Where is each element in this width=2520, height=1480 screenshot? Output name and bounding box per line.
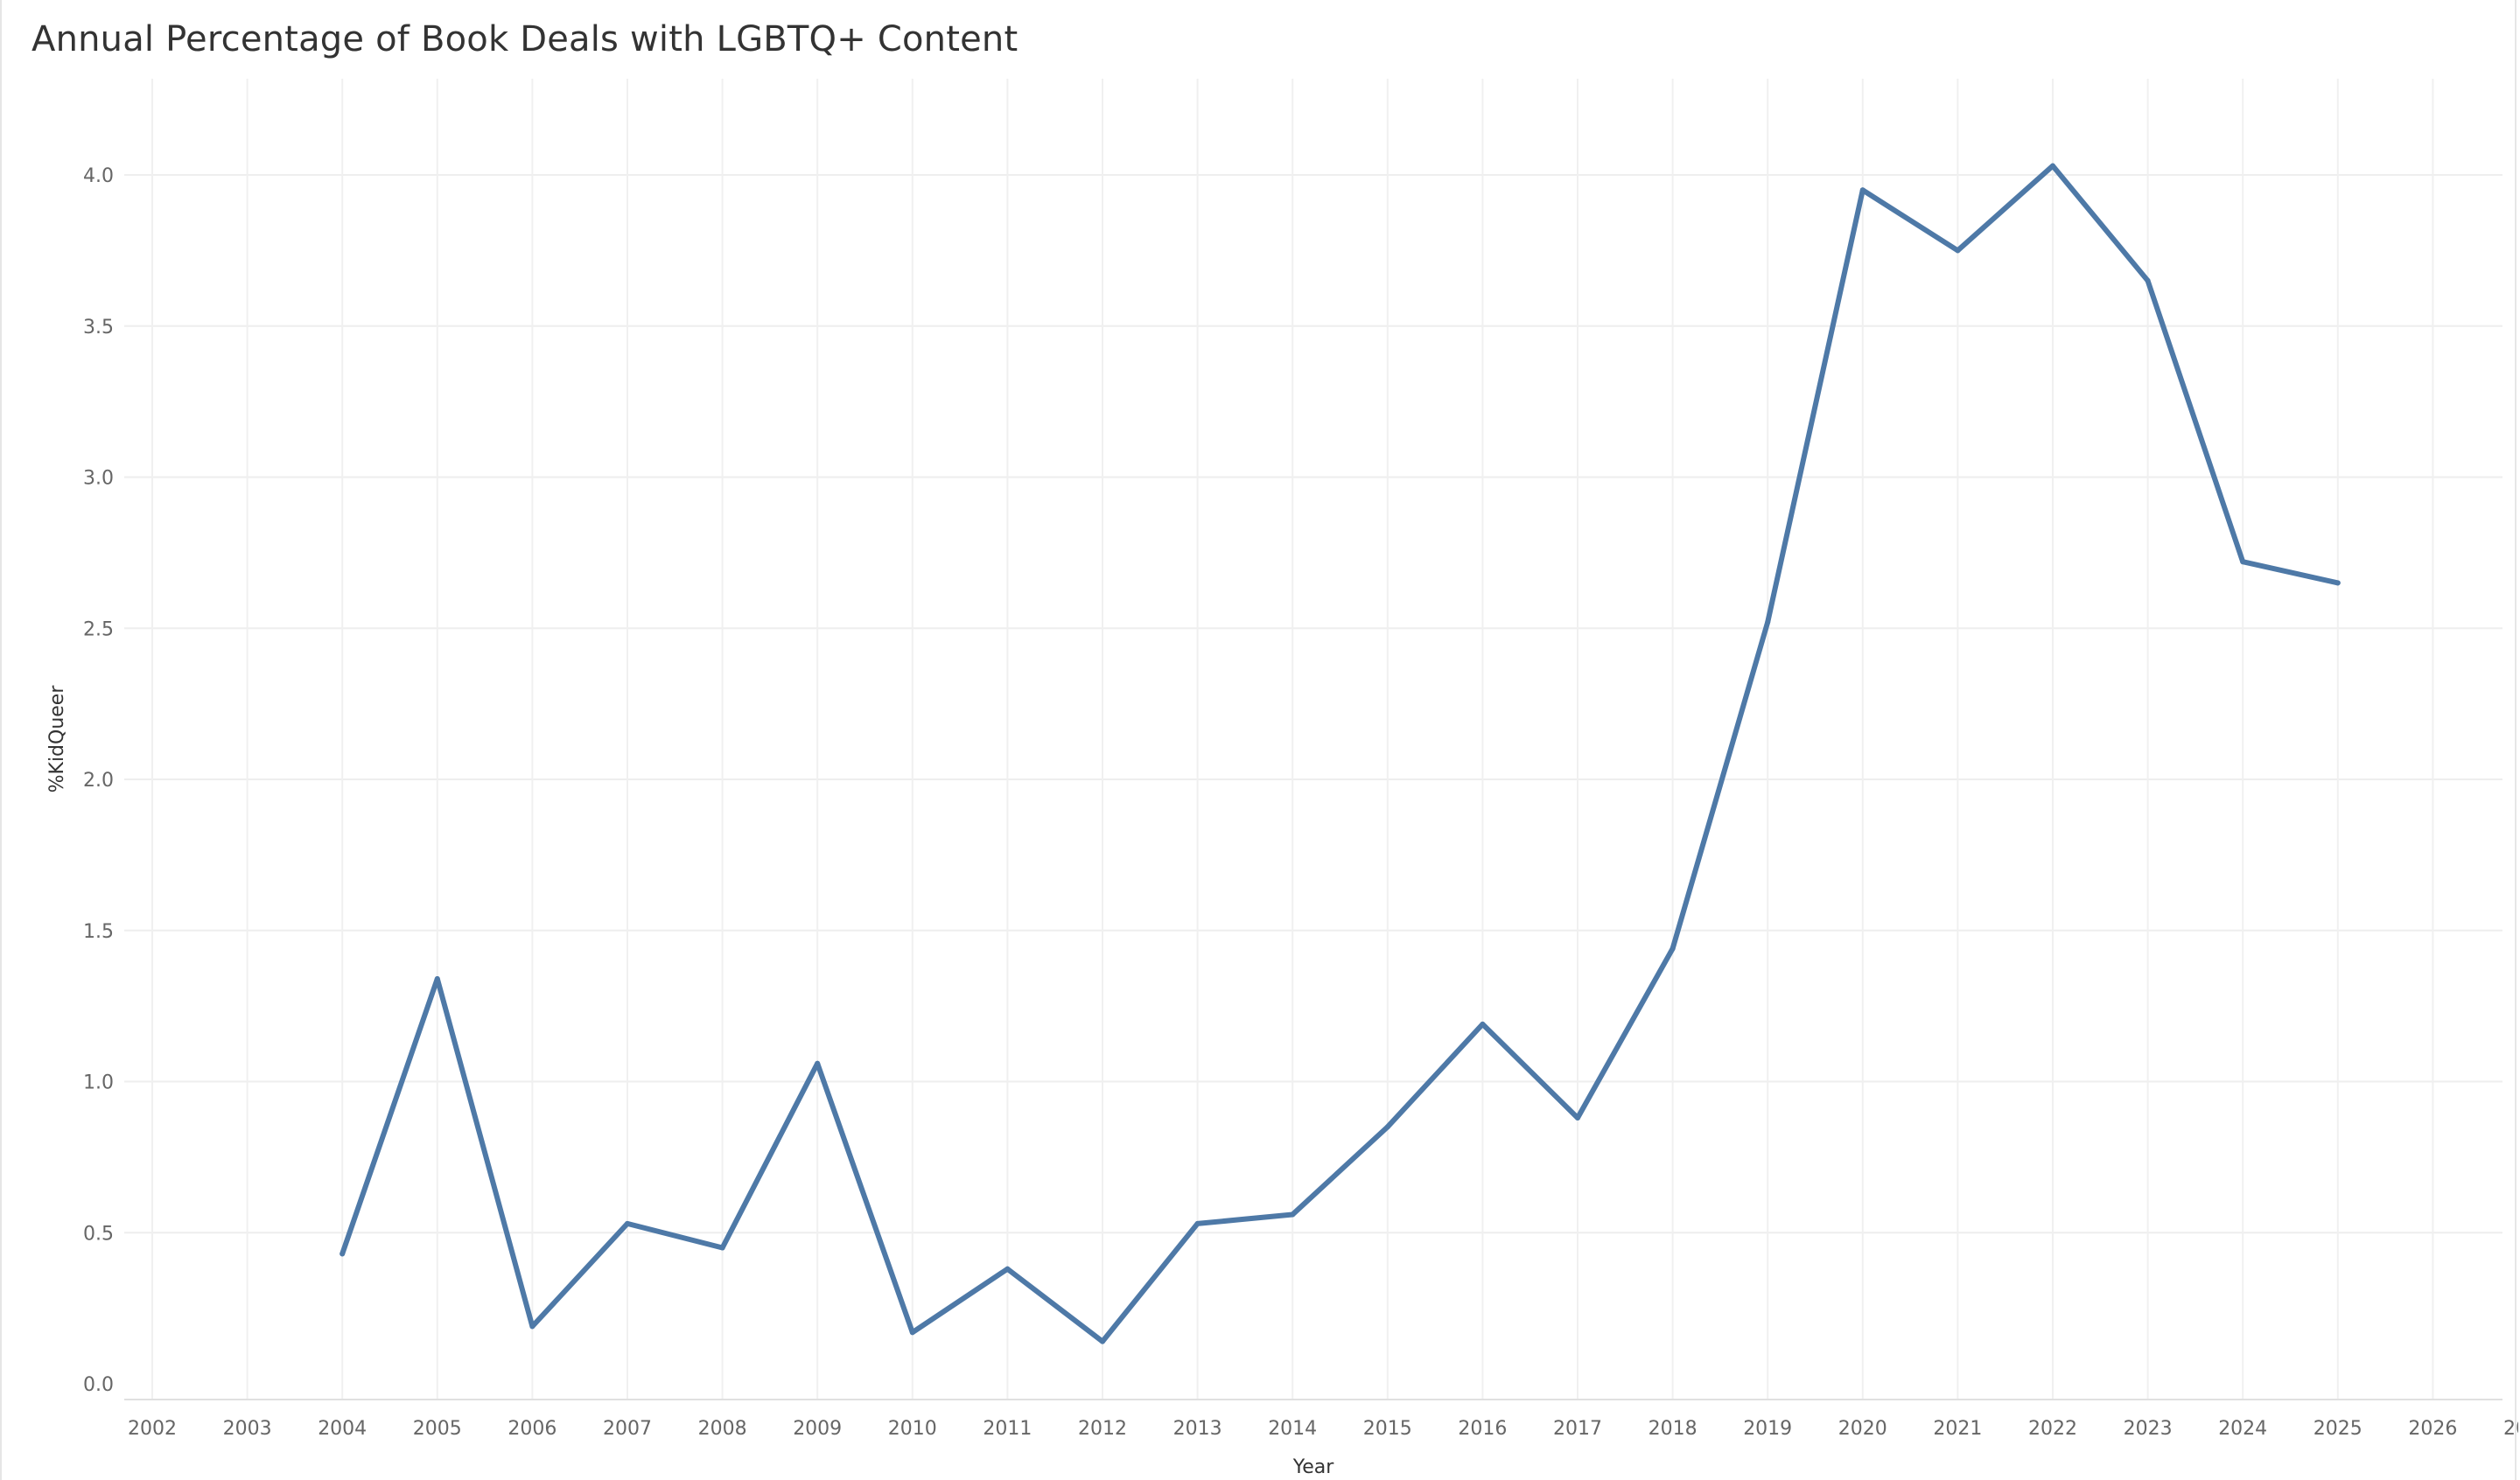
data-point[interactable] [1004, 1266, 1011, 1272]
x-tick-label: 2005 [413, 1418, 462, 1440]
data-point[interactable] [1384, 1124, 1390, 1130]
data-point[interactable] [719, 1245, 725, 1251]
data-point[interactable] [2240, 559, 2246, 565]
data-point[interactable] [1955, 248, 1961, 254]
x-tick-label: 2024 [2218, 1418, 2267, 1440]
data-point[interactable] [2145, 277, 2151, 283]
y-axis-ticks: 0.0 0.5 1.0 1.5 2.0 2.5 3.0 3.5 4.0 [83, 165, 114, 1396]
data-point[interactable] [815, 1060, 821, 1066]
y-axis-title: %KidQueer [46, 685, 68, 793]
y-tick-label: 2.0 [83, 770, 114, 792]
data-point[interactable] [1765, 619, 1771, 625]
x-gridlines [124, 79, 2502, 1400]
y-tick-label: 3.0 [83, 468, 114, 490]
x-tick-label: 2015 [1363, 1418, 1412, 1440]
x-tick-label: 2003 [223, 1418, 272, 1440]
x-tick-label: 2025 [2314, 1418, 2362, 1440]
y-gridlines [124, 174, 2502, 1234]
x-tick-label: 2008 [698, 1418, 747, 1440]
data-point[interactable] [1480, 1021, 1486, 1027]
data-point[interactable] [625, 1220, 630, 1226]
y-tick-label: 1.0 [83, 1072, 114, 1094]
y-tick-label: 4.0 [83, 165, 114, 187]
data-point[interactable] [1290, 1211, 1296, 1218]
x-tick-label: 2020 [1838, 1418, 1887, 1440]
y-tick-label: 3.5 [83, 317, 114, 339]
data-point[interactable] [1100, 1338, 1105, 1344]
x-tick-label: 2026 [2408, 1418, 2457, 1440]
data-point[interactable] [1859, 187, 1866, 193]
x-tick-label: 2007 [603, 1418, 652, 1440]
x-tick-label: 2021 [1933, 1418, 1982, 1440]
y-tick-label: 0.5 [83, 1223, 114, 1245]
x-tick-label: 2018 [1648, 1418, 1698, 1440]
x-tick-label: 2027 [2503, 1418, 2518, 1440]
data-point[interactable] [340, 1251, 346, 1257]
x-tick-label: 2016 [1458, 1418, 1507, 1440]
data-point[interactable] [1575, 1114, 1580, 1120]
y-tick-label: 1.5 [83, 921, 114, 943]
x-tick-label: 2011 [983, 1418, 1032, 1440]
chart-title: Annual Percentage of Book Deals with LGB… [32, 19, 1018, 59]
y-tick-label: 2.5 [83, 618, 114, 640]
x-tick-label: 2006 [508, 1418, 556, 1440]
x-tick-label: 2010 [888, 1418, 937, 1440]
data-point[interactable] [2334, 580, 2341, 586]
series-line [340, 163, 2341, 1344]
x-tick-label: 2012 [1078, 1418, 1127, 1440]
data-point[interactable] [2050, 163, 2055, 169]
data-point[interactable] [529, 1323, 536, 1330]
x-tick-label: 2014 [1268, 1418, 1317, 1440]
x-tick-label: 2004 [318, 1418, 367, 1440]
x-tick-label: 2023 [2124, 1418, 2173, 1440]
data-point[interactable] [1670, 946, 1676, 952]
y-tick-label: 0.0 [83, 1374, 114, 1396]
data-point[interactable] [434, 976, 440, 982]
x-tick-label: 2009 [793, 1418, 842, 1440]
x-tick-label: 2022 [2028, 1418, 2077, 1440]
x-tick-label: 2017 [1553, 1418, 1602, 1440]
x-tick-label: 2002 [128, 1418, 177, 1440]
data-point[interactable] [1194, 1220, 1200, 1226]
series-layer [340, 163, 2341, 1344]
x-tick-label: 2013 [1173, 1418, 1222, 1440]
x-axis-title: Year [1292, 1456, 1335, 1478]
data-point[interactable] [909, 1330, 915, 1336]
x-axis-ticks: 2002 2003 2004 2005 2006 2007 2008 2009 2010 2011… [128, 1418, 2518, 1440]
x-tick-label: 2019 [1743, 1418, 1792, 1440]
